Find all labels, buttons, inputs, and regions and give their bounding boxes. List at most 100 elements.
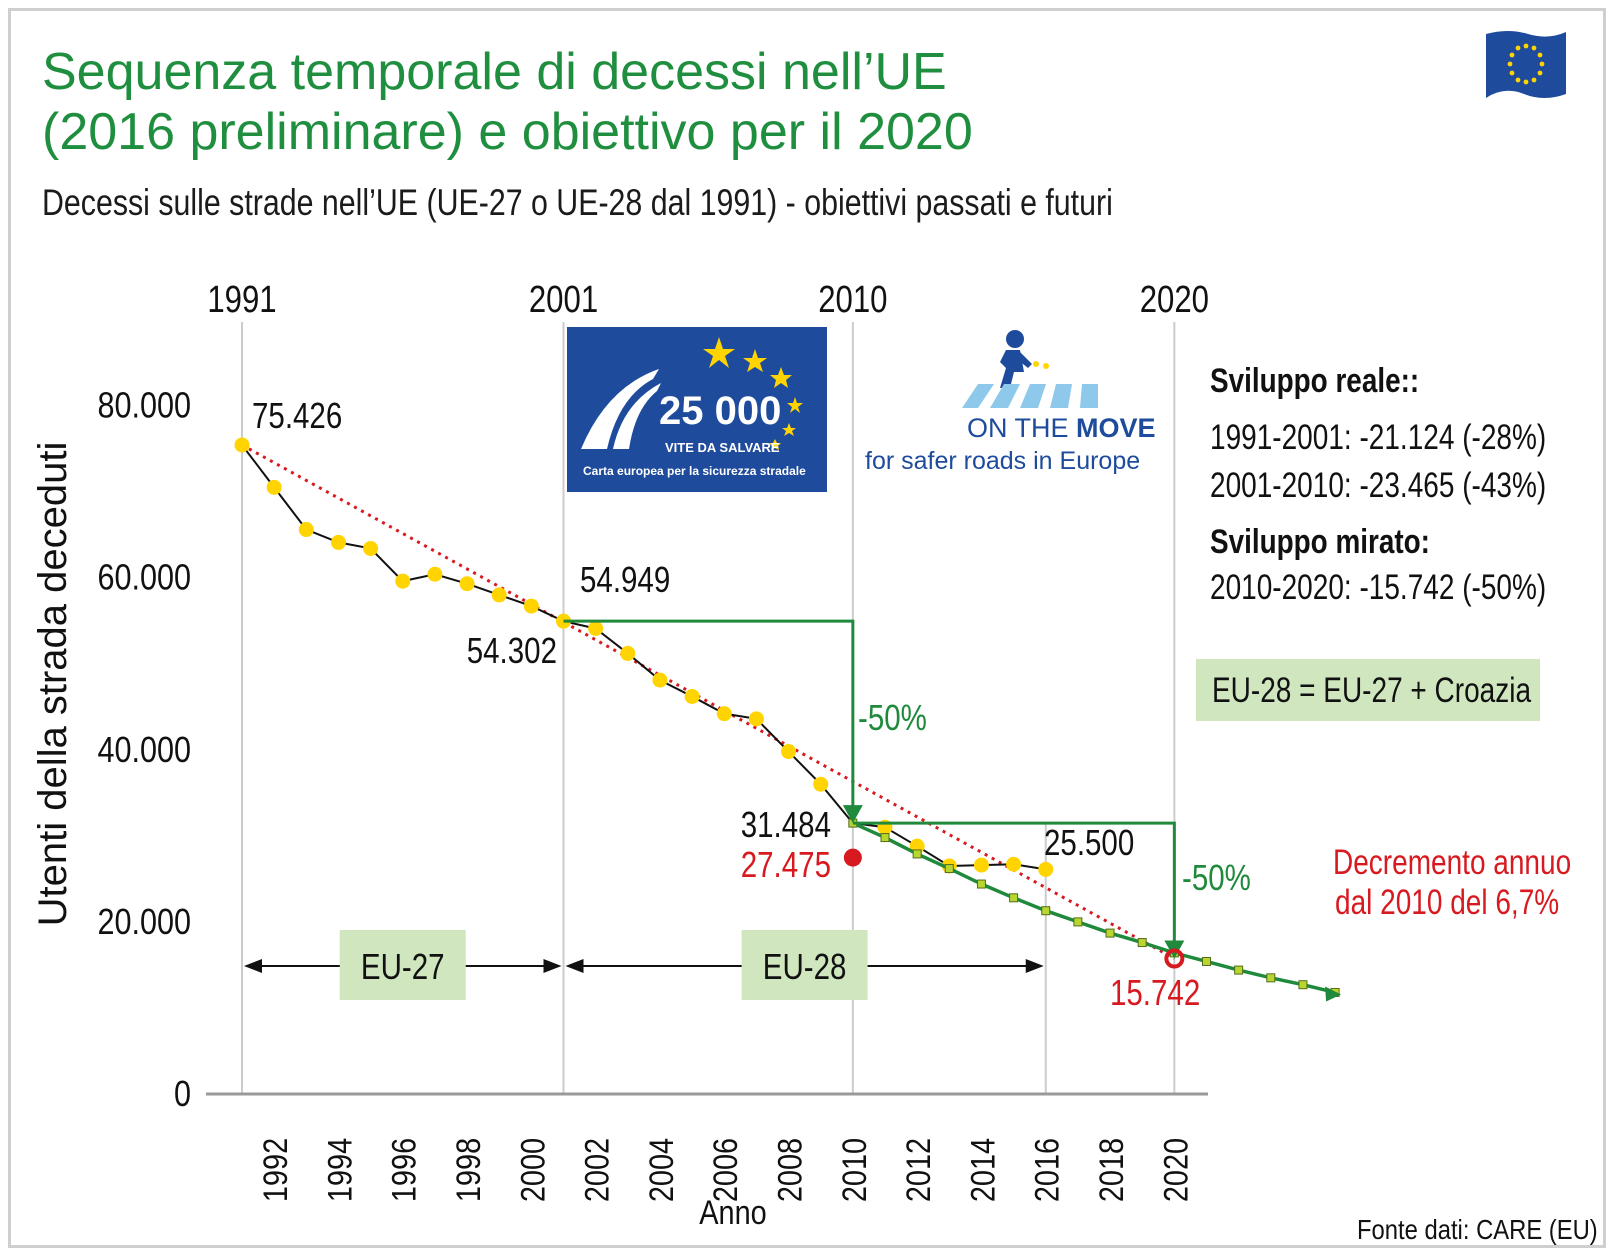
period-eu28-label-box [741, 930, 868, 1000]
actual-point [620, 645, 636, 661]
target-line-arrowhead [1325, 986, 1342, 1002]
logo-on-the-move-tagline: for safer roads in Europe [865, 447, 1141, 475]
milestone-year-label: 2020 [1140, 279, 1209, 321]
croatia-note: EU-28 = EU-27 + Croazia [1212, 671, 1532, 710]
y-tick-label: 40.000 [97, 731, 191, 771]
period-eu27-label: EU-27 [361, 946, 445, 986]
highlight-point-2010 [843, 848, 862, 867]
x-tick-label: 1998 [449, 1138, 488, 1202]
target-point [1202, 956, 1211, 966]
percent-label-2001-2010: -50% [858, 697, 927, 737]
x-tick-label: 2018 [1092, 1138, 1131, 1202]
period-eu28-arrowhead-right [1025, 959, 1044, 973]
value-label-2001-bottom: 54.302 [467, 630, 557, 670]
target-point [944, 864, 954, 874]
percent-label-2010-2020: -50% [1182, 857, 1251, 897]
target-point [1234, 965, 1244, 975]
target-development-line1: 2010-2020: -15.742 (-50%) [1210, 568, 1547, 607]
actual-point [266, 479, 282, 495]
y-axis-title: Utenti della strada deceduti [31, 442, 75, 927]
actual-series-layer [234, 437, 1054, 877]
period-arrows: EU-27 EU-28 [244, 930, 1044, 1000]
logo-on-the-move-part1: ON THE [967, 413, 1077, 443]
actual-point [813, 776, 829, 792]
chart-title-line1: Sequenza temporale di decessi nell’UE [42, 43, 947, 101]
highlight-label-2010: 27.475 [741, 844, 831, 884]
x-tick-label: 2012 [899, 1138, 938, 1202]
actual-point [427, 566, 443, 582]
x-tick-label: 1992 [256, 1138, 295, 1202]
chart-subtitle: Decessi sulle strade nell’UE (UE-27 o UE… [42, 182, 1113, 223]
real-development-heading: Sviluppo reale:: [1210, 362, 1420, 400]
y-tick-label: 60.000 [97, 558, 191, 598]
real-development-line1: 1991-2001: -21.124 (-28%) [1210, 418, 1547, 457]
x-tick-label: 2004 [642, 1138, 681, 1202]
x-tick-label: 1996 [385, 1138, 424, 1202]
target-point [912, 849, 922, 859]
actual-point [395, 573, 411, 589]
actual-point [781, 744, 797, 760]
target-point [880, 833, 890, 843]
trend-dotted-line [241, 443, 1176, 960]
period-eu28-label: EU-28 [763, 946, 847, 986]
x-tick-label: 1994 [320, 1138, 359, 1202]
target-point [1266, 973, 1276, 983]
actual-point [363, 540, 379, 556]
value-label-2010: 31.484 [741, 804, 831, 844]
target-point [1105, 928, 1115, 938]
x-tick-label: 2000 [513, 1138, 552, 1202]
milestone-year-label: 1991 [207, 279, 276, 321]
real-development-line2: 2001-2010: -23.465 (-43%) [1210, 466, 1547, 505]
y-tick-label: 80.000 [97, 386, 191, 426]
highlight-label-2020: 15.742 [1110, 972, 1200, 1012]
logo-on-the-move-part2: MOVE [1076, 413, 1156, 443]
actual-point [652, 672, 668, 688]
trend-line-layer [241, 443, 1176, 960]
actual-point [330, 534, 346, 550]
x-tick-label: 2010 [835, 1138, 874, 1202]
target-point [1073, 917, 1083, 927]
actual-point [491, 587, 507, 603]
x-tick-label: 2020 [1156, 1138, 1195, 1202]
value-label-2016: 25.500 [1044, 822, 1134, 862]
actual-point [1006, 856, 1022, 872]
annual-decrement-line2: dal 2010 del 6,7% [1335, 883, 1560, 922]
y-tick-label: 20.000 [97, 903, 191, 943]
actual-point [459, 576, 475, 592]
chart-axes: 0 20.000 40.000 60.000 80.000 1992 1994 1996 199… [31, 386, 1208, 1232]
logo-25000-subtitle: VITE DA SALVARE [665, 440, 780, 455]
actual-point [588, 620, 604, 636]
x-tick-label: 2014 [963, 1138, 1002, 1202]
period-eu28-arrowhead-left [565, 959, 584, 973]
drop-arrow-2001-2010-arrowhead [842, 805, 863, 824]
logo-25000-caption: Carta europea per la sicurezza stradale [583, 464, 806, 478]
actual-point [1038, 861, 1054, 877]
milestone-year-label: 2010 [818, 279, 887, 321]
x-tick-label: 2008 [770, 1138, 809, 1202]
drop-arrow-2001-2010 [563, 619, 855, 810]
actual-point [523, 598, 539, 614]
target-point [1041, 906, 1051, 916]
actual-point [973, 857, 989, 873]
period-eu27-label-box [339, 930, 466, 1000]
actual-point [684, 688, 700, 704]
milestone-year-label: 2001 [529, 279, 598, 321]
logo-on-the-move-title: ON THE MOVE [967, 413, 1156, 444]
actual-point [234, 437, 250, 453]
period-eu27-arrowhead-right [543, 959, 562, 973]
target-development-heading: Sviluppo mirato: [1210, 523, 1430, 561]
logo-25000-number: 25 000 [659, 389, 782, 433]
value-label-2001-top: 54.949 [580, 559, 670, 599]
actual-point [748, 711, 764, 727]
period-eu27-arrowhead-left [244, 959, 262, 973]
highlight-point-2020 [1164, 948, 1185, 969]
actual-point [716, 706, 732, 722]
target-series-line [852, 821, 1336, 995]
target-point [1298, 980, 1308, 990]
target-point [1009, 893, 1019, 903]
x-tick-label: 2006 [706, 1138, 745, 1202]
chart-labels: 1991 2001 2010 2020 75.426 54.949 54.302 31.484… [207, 279, 1251, 1012]
figure-frame [8, 8, 1606, 1248]
eu-flag-icon [1486, 31, 1566, 98]
